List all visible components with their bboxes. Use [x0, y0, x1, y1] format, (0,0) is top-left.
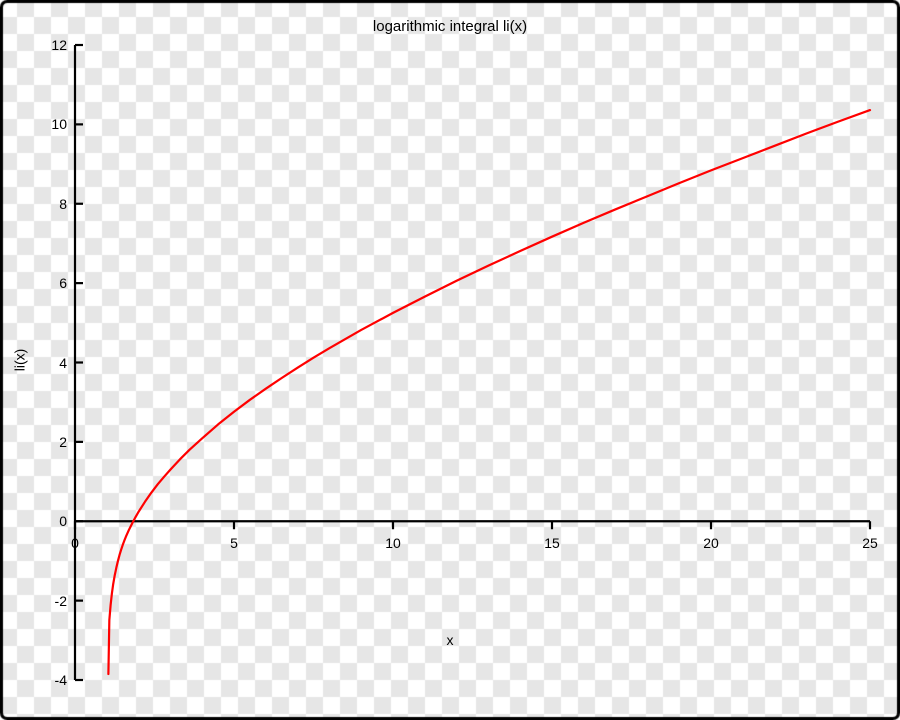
tick-label: 10 [51, 116, 67, 132]
tick-label: -4 [55, 672, 67, 688]
tick-label: -2 [55, 593, 67, 609]
tick-label: 6 [59, 275, 67, 291]
tick-label: 0 [71, 535, 79, 551]
tick-label: 25 [862, 535, 878, 551]
chart-title: logarithmic integral li(x) [0, 18, 900, 35]
tick-label: 12 [51, 37, 67, 53]
line-chart-svg [0, 0, 900, 720]
chart-container: { "chart": { "type": "line", "title": "l… [0, 0, 900, 720]
tick-label: 15 [544, 535, 560, 551]
tick-label: 0 [59, 513, 67, 529]
tick-label: 8 [59, 196, 67, 212]
tick-label: 2 [59, 434, 67, 450]
tick-label: 20 [703, 535, 719, 551]
tick-label: 4 [59, 355, 67, 371]
tick-label: 5 [230, 535, 238, 551]
x-axis-label: x [0, 632, 900, 648]
y-axis-label: li(x) [11, 349, 27, 372]
tick-label: 10 [385, 535, 401, 551]
